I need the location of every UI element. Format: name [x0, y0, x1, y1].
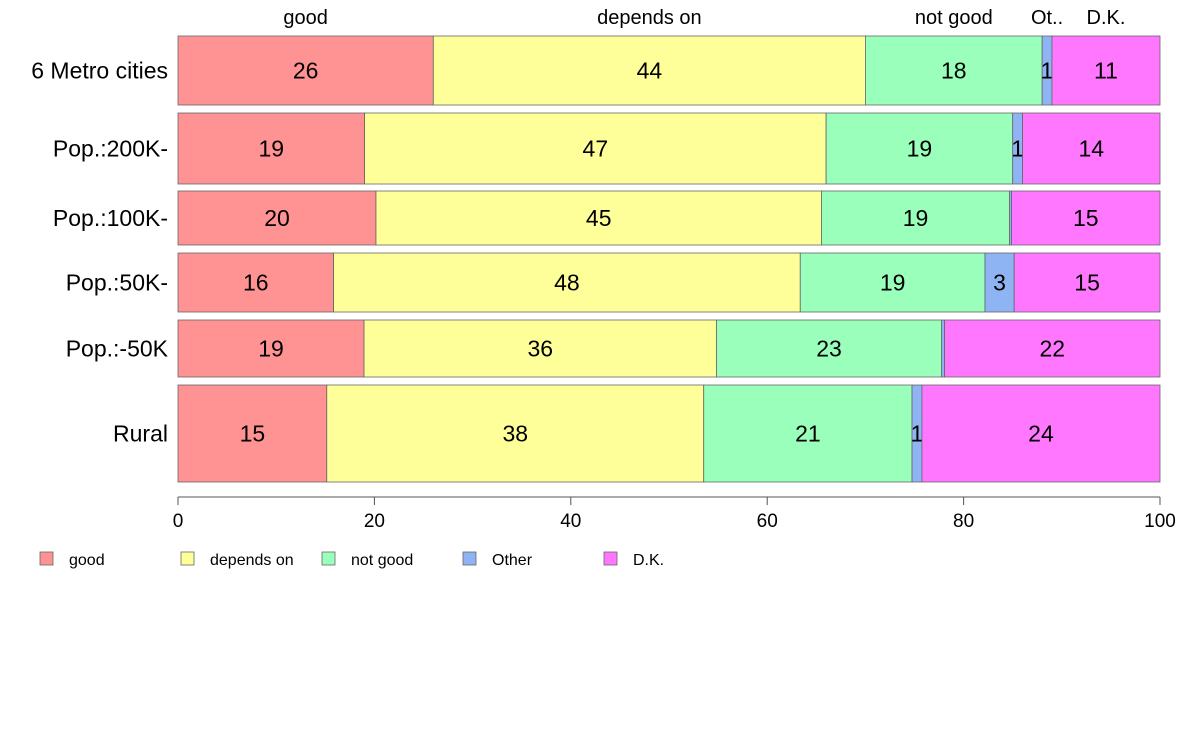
bar-segment [177, 112, 365, 185]
bar-value-label: 23 [816, 336, 842, 362]
bar-value-label: 24 [1028, 421, 1054, 447]
category-label: 6 Metro cities [31, 58, 168, 84]
bar-segment [825, 112, 1014, 185]
category-label: Pop.:100K- [53, 205, 168, 231]
bar-value-label: 26 [293, 58, 319, 84]
x-tick-label: 0 [173, 511, 184, 532]
bar-value-label: 48 [554, 270, 580, 296]
bar-value-label: 11 [1094, 58, 1118, 84]
bar-segment [941, 319, 946, 378]
bar-value-label: 22 [1040, 336, 1066, 362]
legend-swatch [39, 551, 54, 566]
legend-swatch [180, 551, 195, 566]
bar-value-label: 15 [240, 421, 266, 447]
bar-segment [865, 35, 1043, 106]
x-tick-label: 100 [1144, 511, 1176, 532]
category-label: Pop.:-50K [66, 336, 169, 362]
bar-segment [432, 35, 866, 106]
bar-segment [177, 35, 434, 106]
bar-value-label: 44 [637, 58, 663, 84]
bar-segment [821, 190, 1010, 246]
bar-segment [921, 384, 1161, 483]
bar-value-label: 38 [502, 421, 528, 447]
bar-segment [177, 319, 365, 378]
bar-value-label: 3 [993, 270, 1006, 296]
bar-value-label: 14 [1078, 136, 1104, 162]
x-tick-label: 40 [560, 511, 581, 532]
bar-segment [333, 252, 801, 313]
bar-value-label: 19 [903, 205, 929, 231]
bar-segment [716, 319, 943, 378]
legend-swatch [603, 551, 618, 566]
bar-value-label: 18 [941, 58, 967, 84]
category-label: Rural [113, 421, 168, 447]
bar-value-label: 36 [527, 336, 553, 362]
bar-value-label: 1 [1041, 58, 1054, 84]
bar-segment [375, 190, 822, 246]
bar-value-label: 19 [880, 270, 906, 296]
bar-segment [703, 384, 913, 483]
top-series-label: D.K. [1087, 7, 1126, 29]
category-label: Pop.:200K- [53, 136, 168, 162]
bar-value-label: 20 [264, 205, 290, 231]
bar-value-label: 1 [1011, 136, 1024, 162]
bar-value-label: 45 [586, 205, 612, 231]
bar-segment [1022, 112, 1161, 185]
bar-value-label: 1 [911, 421, 924, 447]
bar-segment [1013, 252, 1161, 313]
bar-value-label: 15 [1073, 205, 1099, 231]
bar-value-label: 16 [243, 270, 269, 296]
top-series-label: not good [915, 7, 993, 29]
legend-label: good [69, 552, 105, 569]
bar-segment [177, 384, 328, 483]
x-tick-label: 20 [364, 511, 385, 532]
legend-swatch [462, 551, 477, 566]
bar-segment [364, 112, 827, 185]
bar-value-label: 15 [1074, 270, 1100, 296]
legend-label: Other [492, 552, 533, 569]
bar-value-label: 47 [583, 136, 609, 162]
bar-segment [1011, 190, 1161, 246]
top-series-label: depends on [597, 7, 702, 29]
bar-segment [944, 319, 1161, 378]
bar-value-label: 19 [907, 136, 933, 162]
bar-segment [799, 252, 986, 313]
bar-value-label: 19 [258, 336, 284, 362]
legend-swatch [321, 551, 336, 566]
bar-segment [177, 252, 334, 313]
bar-segment [1051, 35, 1161, 106]
legend-label: depends on [210, 552, 294, 569]
x-tick-label: 60 [757, 511, 778, 532]
legend-label: not good [351, 552, 413, 569]
top-series-label: Ot.. [1031, 7, 1063, 29]
top-series-label: good [283, 7, 328, 29]
category-label: Pop.:50K- [66, 270, 168, 296]
x-tick-label: 80 [953, 511, 974, 532]
bar-segment [363, 319, 717, 378]
bar-segment [326, 384, 705, 483]
bar-segment [177, 190, 377, 246]
bar-value-label: 19 [258, 136, 284, 162]
legend-label: D.K. [633, 552, 664, 569]
bar-value-label: 21 [795, 421, 821, 447]
bar-segment [984, 252, 1015, 313]
